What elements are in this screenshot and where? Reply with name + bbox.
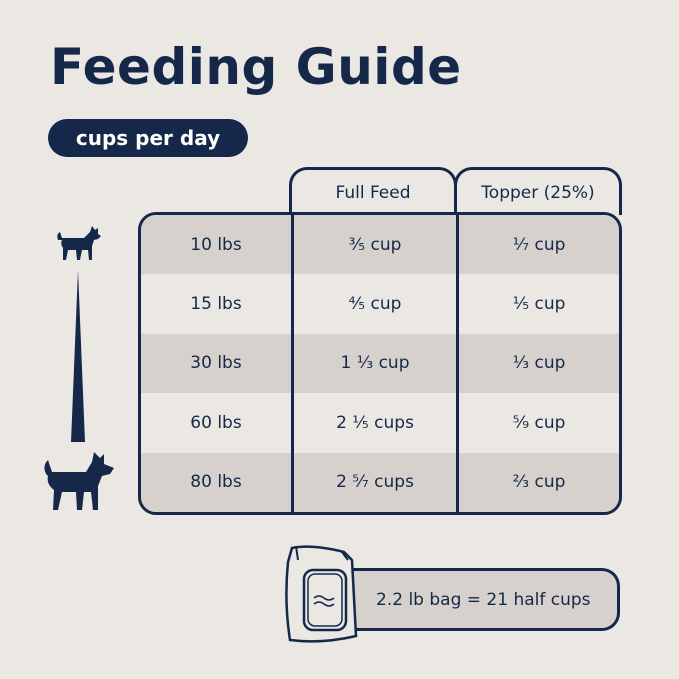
table-row: 10 lbs ³⁄₅ cup ¹⁄₇ cup [141, 215, 619, 275]
large-dog-icon [44, 452, 114, 510]
bag-note-text: 2.2 lb bag = 21 half cups [376, 589, 591, 610]
column-header-full-feed: Full Feed [289, 167, 457, 215]
subtitle-badge: cups per day [48, 119, 248, 157]
weight-cell: 30 lbs [190, 353, 242, 374]
feeding-table: 10 lbs ³⁄₅ cup ¹⁄₇ cup 15 lbs ⁴⁄₅ cup ¹⁄₅ cu… [138, 212, 622, 515]
full-feed-cell: 2 ¹⁄₅ cups [291, 393, 456, 453]
topper-cell: ¹⁄₇ cup [456, 215, 619, 275]
table-row: 30 lbs 1 ¹⁄₃ cup ¹⁄₃ cup [141, 333, 619, 394]
weight-cell: 60 lbs [190, 412, 242, 433]
table-row: 15 lbs ⁴⁄₅ cup ¹⁄₅ cup [141, 274, 619, 334]
topper-cell: ²⁄₃ cup [456, 452, 619, 512]
food-bag-icon [285, 545, 358, 643]
table-row: 80 lbs 2 ⁵⁄₇ cups ²⁄₃ cup [141, 452, 619, 512]
weight-cell: 80 lbs [190, 472, 242, 493]
weight-cell: 10 lbs [190, 234, 242, 255]
size-scale-wedge-icon [71, 270, 85, 442]
bag-note: 2.2 lb bag = 21 half cups [340, 568, 620, 631]
small-dog-icon [57, 226, 101, 260]
page-title: Feeding Guide [50, 38, 462, 96]
topper-cell: ⁵⁄₉ cup [456, 393, 619, 453]
full-feed-cell: 1 ¹⁄₃ cup [291, 333, 456, 394]
topper-cell: ¹⁄₃ cup [456, 333, 619, 394]
full-feed-cell: 2 ⁵⁄₇ cups [291, 452, 456, 512]
full-feed-cell: ⁴⁄₅ cup [291, 274, 456, 334]
table-row: 60 lbs 2 ¹⁄₅ cups ⁵⁄₉ cup [141, 393, 619, 453]
topper-cell: ¹⁄₅ cup [456, 274, 619, 334]
column-header-topper: Topper (25%) [454, 167, 622, 215]
full-feed-cell: ³⁄₅ cup [291, 215, 456, 275]
weight-cell: 15 lbs [190, 294, 242, 315]
